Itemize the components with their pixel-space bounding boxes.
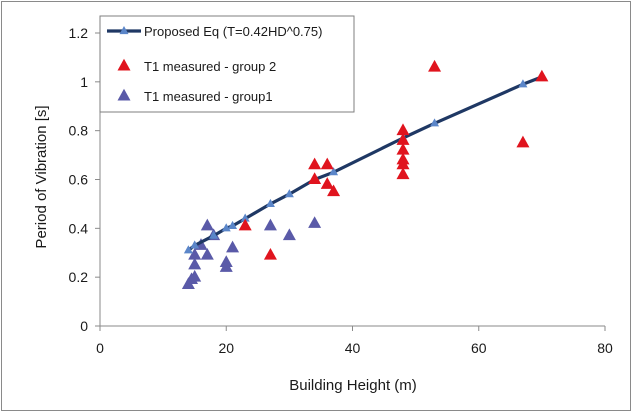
legend-marker-symbol	[117, 58, 131, 71]
proposed-eq-marker	[183, 245, 193, 254]
y-tick-label: 0	[80, 318, 88, 334]
y-tick-label: 0.6	[69, 172, 89, 188]
x-tick-label: 20	[218, 340, 234, 356]
proposed-eq-marker	[190, 240, 200, 249]
y-tick-label: 0.4	[69, 220, 89, 236]
proposed-eq-marker	[284, 189, 294, 198]
legend: Proposed Eq (T=0.42HD^0.75) T1 measured -…	[99, 15, 355, 113]
y-tick-label: 1.2	[69, 25, 89, 41]
group2-point	[516, 135, 530, 148]
group1-point	[219, 255, 233, 267]
proposed-eq-marker	[209, 230, 219, 239]
legend-marker-symbol	[119, 25, 129, 35]
group1-point	[200, 247, 214, 260]
group1-point	[188, 257, 202, 270]
group2-point	[396, 142, 410, 155]
group1-point	[282, 228, 296, 241]
x-ticks: 0 20 40 60 80	[96, 326, 613, 356]
group2-point	[396, 152, 410, 165]
group2-point	[308, 157, 322, 170]
proposed-eq-marker	[329, 167, 339, 176]
group1-point	[188, 269, 202, 282]
group1-point	[263, 218, 277, 231]
x-tick-label: 0	[96, 340, 104, 356]
group2-point	[238, 218, 252, 231]
legend-box	[99, 15, 355, 113]
group2-point	[308, 172, 322, 184]
group1-point	[308, 216, 322, 228]
group2-point	[263, 247, 277, 260]
y-ticks: 0 0.2 0.4 0.6 0.8 1 1.2	[69, 25, 100, 334]
legend-label: T1 measured - group1	[144, 89, 273, 104]
group1-point	[226, 240, 240, 253]
group1-point	[188, 247, 202, 260]
proposed-eq-marker	[430, 118, 440, 127]
group1-point	[200, 218, 214, 231]
legend-entry-group1: T1 measured - group1	[117, 88, 273, 104]
y-tick-label: 0.8	[69, 123, 89, 139]
x-tick-label: 60	[471, 340, 487, 356]
legend-entry-proposed-eq: Proposed Eq (T=0.42HD^0.75)	[107, 24, 322, 39]
group2-point	[535, 69, 549, 82]
y-axis-title: Period of Vibration [s]	[33, 105, 50, 248]
group2-point	[320, 157, 334, 170]
x-tick-label: 80	[597, 340, 613, 356]
legend-label: Proposed Eq (T=0.42HD^0.75)	[144, 24, 322, 39]
group2-point	[327, 184, 341, 197]
group2-point	[428, 59, 442, 72]
proposed-eq-marker	[221, 223, 231, 232]
legend-entry-group2: T1 measured - group 2	[117, 58, 276, 74]
series-layer	[181, 59, 549, 289]
proposed-eq-marker	[265, 198, 275, 207]
x-tick-label: 40	[345, 340, 361, 356]
proposed-eq-marker	[240, 213, 250, 222]
proposed-eq-marker	[518, 79, 528, 88]
x-axis-title: Building Height (m)	[289, 377, 417, 394]
y-tick-label: 1	[80, 74, 88, 90]
legend-label: T1 measured - group 2	[144, 59, 276, 74]
group2-point	[320, 177, 334, 189]
group2-point	[396, 133, 410, 145]
y-tick-label: 0.2	[69, 269, 89, 285]
group2-point	[396, 123, 410, 136]
legend-marker-symbol	[117, 88, 131, 101]
group2-point	[396, 167, 410, 180]
proposed-eq-marker	[228, 220, 238, 229]
